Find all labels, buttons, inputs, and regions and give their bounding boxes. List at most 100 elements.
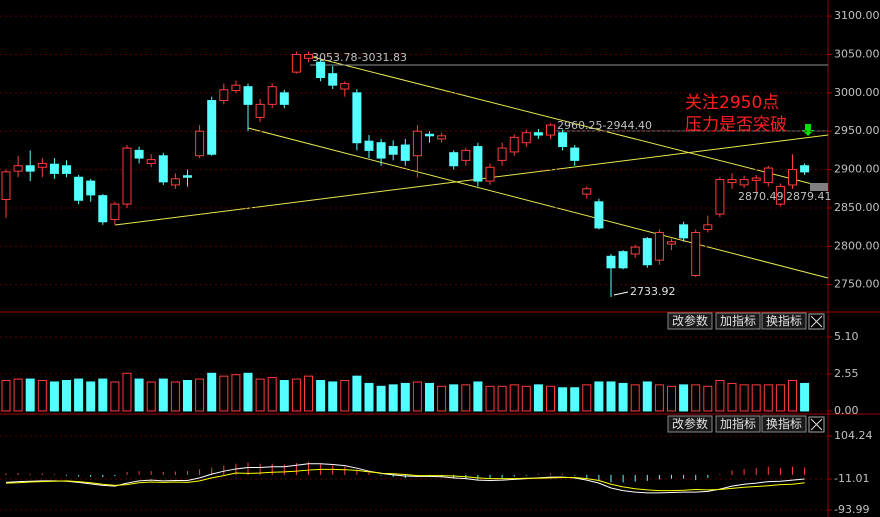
close-icon [810, 418, 823, 431]
toolbar-button[interactable]: 改参数 [667, 415, 713, 433]
candle-body [788, 169, 797, 186]
volume-bar [219, 375, 229, 412]
candle-body [1, 171, 11, 201]
y-tick-label: -11.01 [834, 472, 869, 485]
annotation: 关注2950点 [685, 93, 779, 113]
candle-body [304, 53, 313, 59]
y-tick-label: 3100.00 [834, 9, 880, 22]
y-tick-label: 2.55 [834, 367, 859, 380]
candle-body [376, 142, 386, 159]
volume-bar [134, 378, 144, 412]
volume-bar [763, 384, 773, 412]
trend-line [247, 127, 829, 279]
volume-bar [437, 385, 447, 412]
candle-body [570, 147, 580, 161]
candle-body [497, 147, 507, 161]
marker [810, 183, 828, 191]
toolbar-button[interactable]: 换指标 [761, 312, 807, 330]
volume-bar [558, 387, 568, 412]
candle-body [473, 146, 483, 182]
candle-body [158, 155, 168, 183]
volume-bar [788, 380, 797, 412]
toolbar-button[interactable]: 加指标 [715, 312, 761, 330]
toolbar-button[interactable]: 换指标 [761, 415, 807, 433]
candle-body [727, 179, 737, 184]
candle-body [340, 83, 350, 90]
volume-bar [715, 380, 725, 412]
candle-body [606, 255, 616, 269]
candle-body [110, 203, 120, 220]
button-label: 改参数 [672, 416, 708, 431]
close-icon [810, 315, 823, 328]
toolbar-button[interactable]: 加指标 [715, 415, 761, 433]
candle-body [134, 149, 144, 159]
candle-body [98, 195, 108, 223]
volume-bar [497, 385, 507, 412]
volume-bar [606, 381, 616, 412]
volume-bar [49, 381, 59, 412]
y-tick-label: 2750.00 [834, 278, 880, 291]
close-button[interactable] [808, 416, 825, 433]
volume-bar [13, 378, 23, 412]
candle-body [37, 162, 47, 168]
candle-body [328, 73, 338, 86]
volume-bar [667, 385, 676, 412]
volume-bar [195, 378, 205, 412]
volume-bar [279, 380, 289, 412]
y-tick-label: 5.10 [834, 330, 859, 343]
candle-body [558, 132, 568, 148]
volume-bar [291, 378, 301, 412]
candle-body [400, 144, 410, 161]
volume-bar [267, 377, 277, 412]
volume-bar [1, 380, 11, 412]
volume-bar [122, 372, 132, 412]
volume-bar [62, 380, 71, 412]
volume-bar [751, 384, 761, 412]
volume-bar [630, 384, 640, 412]
y-tick-label: 0.00 [834, 404, 859, 417]
volume-bar [618, 382, 628, 412]
annotation: 3053.78-3031.83 [312, 51, 407, 64]
button-frame [667, 312, 713, 330]
candle-body [62, 165, 71, 174]
close-button[interactable] [808, 313, 825, 330]
button-label: 加指标 [720, 313, 756, 328]
candle-body [267, 86, 277, 105]
candle-body [122, 147, 132, 205]
candle-body [461, 149, 471, 161]
candle-body [775, 185, 785, 205]
candle-body [170, 178, 180, 186]
candle-body [654, 232, 664, 261]
annotation: 2870.49 [738, 190, 784, 203]
candle-body [582, 188, 592, 195]
candle-body [243, 86, 253, 105]
volume-bar [231, 374, 241, 412]
candle-body [183, 175, 192, 178]
arrow-icon [802, 124, 814, 136]
button-frame [761, 415, 807, 433]
volume-bar [25, 378, 35, 412]
volume-bar [388, 384, 398, 412]
volume-bar [449, 384, 459, 412]
toolbar-button[interactable]: 改参数 [667, 312, 713, 330]
volume-bar [727, 382, 737, 412]
volume-bar [546, 385, 555, 412]
volume-bar [691, 384, 701, 412]
volume-bar [739, 384, 749, 412]
volume-bar [412, 381, 422, 412]
volume-bar [316, 380, 326, 412]
volume-bar [425, 382, 434, 412]
volume-bar [400, 382, 410, 412]
y-tick-label: 104.24 [834, 429, 873, 442]
volume-bar [521, 385, 531, 412]
button-label: 换指标 [766, 313, 802, 328]
candle-body [715, 179, 725, 215]
candle-body [219, 89, 229, 102]
candle-body [352, 92, 362, 144]
candle-body [800, 165, 810, 173]
volume-bar [158, 378, 168, 412]
volume-bar [473, 381, 483, 412]
volume-bar [485, 385, 495, 412]
candle-body [195, 130, 205, 157]
